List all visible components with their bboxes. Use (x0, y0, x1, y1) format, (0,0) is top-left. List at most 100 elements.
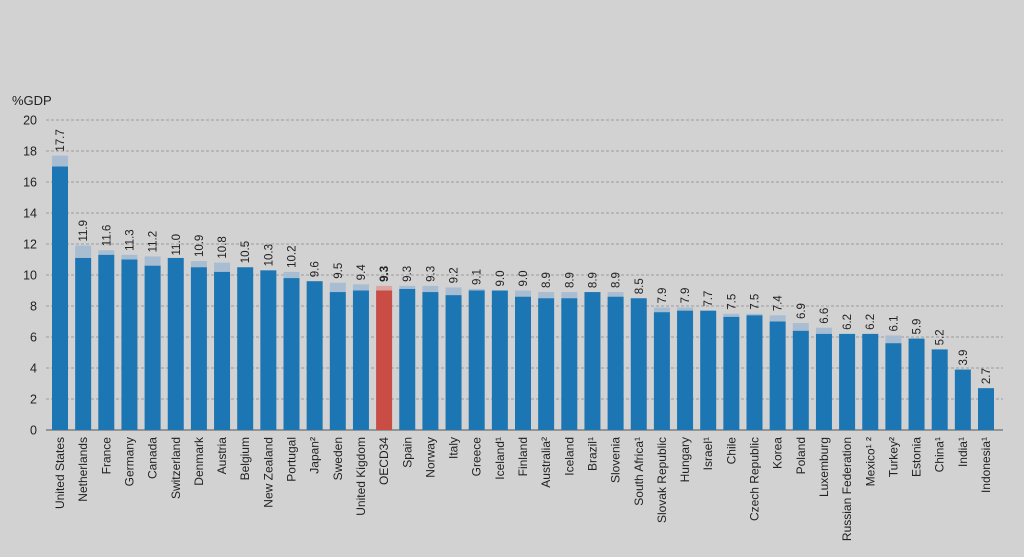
category-label: Mexico¹ ² (863, 437, 877, 486)
value-label: 6.1 (888, 315, 900, 331)
category-label: Slovenia (609, 437, 623, 483)
value-label: 9.3 (379, 266, 391, 282)
value-label: 11.6 (101, 225, 113, 247)
category-label: Estonia (910, 437, 924, 477)
category-label: Germany (122, 437, 136, 486)
value-label: 8.9 (541, 272, 553, 288)
bar-public (214, 271, 231, 430)
category-label: Spain (400, 437, 414, 468)
value-label: 6.2 (842, 314, 854, 330)
bar-private (561, 292, 578, 299)
bar-private (98, 250, 115, 255)
bar-private (607, 292, 624, 297)
bar-public (885, 343, 902, 430)
bar-public (52, 166, 68, 430)
bar-private (352, 284, 369, 291)
bar-public (769, 321, 786, 430)
category-label: Iceland (562, 437, 576, 476)
category-label: Israel¹ (701, 437, 715, 470)
y-tick-label: 14 (23, 207, 37, 221)
bar-public (723, 316, 740, 430)
category-label: Chile (724, 437, 738, 465)
value-label: 6.6 (819, 308, 831, 324)
category-label: United Kigdom (354, 437, 368, 516)
bar-private (329, 282, 346, 293)
y-tick-label: 8 (30, 300, 37, 314)
category-label: Switzerland (169, 437, 183, 499)
value-label: 8.9 (587, 272, 599, 288)
category-label: Portugal (285, 437, 299, 482)
value-label: 6.2 (865, 314, 877, 330)
category-label: Brazil¹ (585, 437, 599, 471)
y-tick-label: 0 (30, 424, 37, 438)
category-label: Indonesia¹ (979, 437, 993, 493)
y-tick-label: 10 (23, 269, 37, 283)
bar-public (653, 312, 670, 430)
bar-public (978, 388, 994, 430)
value-label: 7.9 (657, 288, 669, 304)
category-label: Sweden (331, 437, 345, 480)
bar-public (746, 315, 763, 430)
value-label: 7.5 (726, 294, 738, 310)
category-label: Norway (423, 437, 437, 478)
y-tick-label: 4 (30, 362, 37, 376)
value-label: 7.9 (680, 288, 692, 304)
bar-private (75, 245, 92, 258)
bar-private (792, 323, 809, 331)
value-label: 10.2 (287, 246, 299, 268)
bar-public (306, 281, 323, 430)
category-label: Japan² (308, 437, 322, 474)
y-tick-label: 6 (30, 331, 37, 345)
value-label: 17.7 (55, 129, 67, 151)
bar-private (677, 307, 694, 311)
value-label: 5.2 (935, 329, 947, 345)
bar-public (283, 278, 300, 430)
bar-private (422, 285, 439, 293)
bar-public (630, 298, 647, 430)
category-label: Austria (215, 437, 229, 475)
bar-public (399, 288, 416, 430)
bar-private (190, 261, 207, 268)
bar-public (607, 296, 624, 430)
category-label: OECD34 (377, 437, 391, 485)
bar-public (376, 290, 393, 430)
category-label: Denmark (192, 436, 206, 486)
value-label: 9.3 (402, 266, 414, 282)
y-axis-ticks: 0 2 4 6 8 10 12 14 16 18 20 (23, 114, 37, 438)
value-label: 7.5 (750, 294, 762, 310)
bar-public (862, 333, 879, 430)
bar-private (538, 292, 555, 299)
category-label: Finland (516, 437, 530, 476)
value-label: 2.7 (981, 368, 993, 384)
y-axis-label: %GDP (12, 93, 52, 108)
bar-public (422, 292, 439, 430)
category-label: South Africa¹ (632, 437, 646, 506)
value-label: 9.1 (472, 269, 484, 285)
bar-public (931, 349, 948, 430)
bar-private (283, 271, 300, 279)
category-label: Hungary (678, 437, 692, 482)
value-label: 9.3 (425, 266, 437, 282)
category-label: New Zealand (261, 437, 275, 508)
bar-private (399, 285, 416, 289)
bar-public (98, 254, 115, 430)
bars (52, 155, 994, 430)
value-label: 6.9 (796, 303, 808, 319)
bar-public (677, 310, 694, 430)
bar-private (885, 335, 902, 344)
value-label: 9.4 (356, 264, 368, 281)
bar-public (515, 296, 531, 430)
category-label: India¹ (956, 437, 970, 467)
bar-private (815, 327, 832, 334)
bar-private (445, 287, 462, 296)
bar-private (121, 254, 138, 260)
bar-public (491, 290, 508, 430)
bar-public (167, 257, 184, 430)
bar-private (515, 290, 531, 297)
bar-private (214, 262, 231, 272)
category-label: Poland (794, 437, 808, 474)
category-label: Luxemburg (817, 437, 831, 497)
bar-public (792, 330, 809, 430)
category-label: Belgium (238, 437, 252, 480)
